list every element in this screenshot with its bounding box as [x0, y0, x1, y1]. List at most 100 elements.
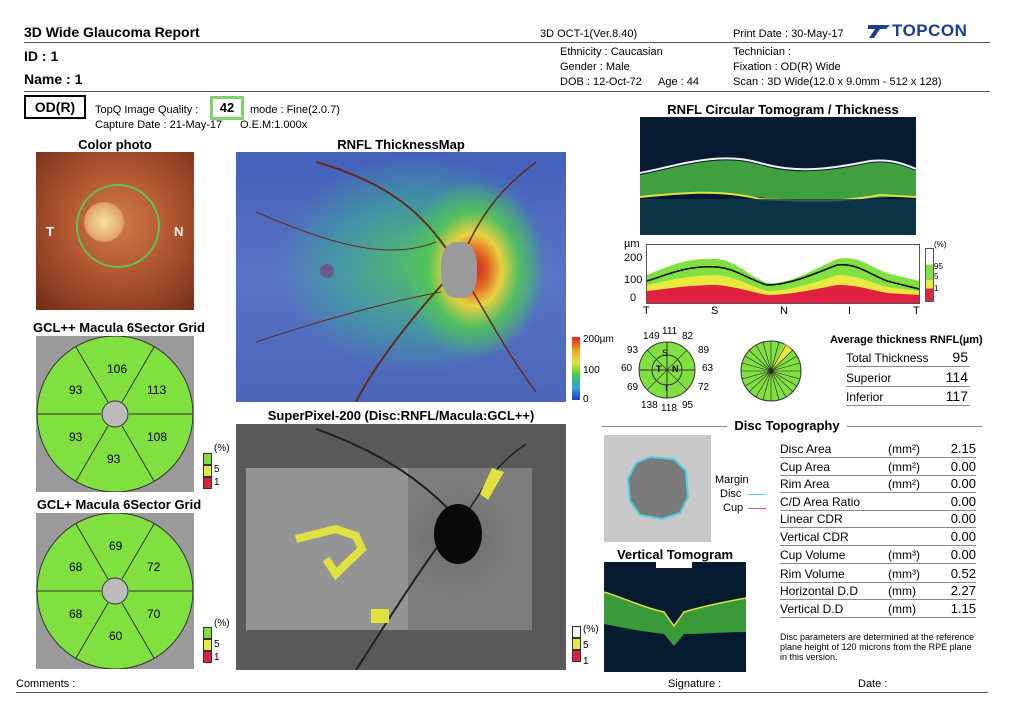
signature-label: Signature : [668, 678, 722, 690]
x-label-s: S [711, 305, 719, 317]
legend-red [203, 477, 212, 489]
clock-value: 72 [698, 382, 710, 393]
thickness-colorbar [572, 337, 580, 400]
gcl-pp-sector-svg [36, 336, 194, 492]
sector-pie [740, 340, 802, 402]
gcl-p-sector-value: 60 [109, 629, 123, 643]
gender: Gender : Male [560, 61, 630, 73]
param-value: 2.15 [950, 441, 976, 456]
gcl-pp-sector-value: 93 [69, 430, 83, 444]
quadrant-i: I [665, 383, 668, 393]
clock-value: 82 [682, 331, 694, 342]
param-label: Cup Volume [780, 548, 846, 562]
rnfl-thickness-map [236, 152, 566, 402]
clock-value: 118 [661, 403, 677, 414]
row-divider [780, 582, 976, 583]
gcl-p-sector-value: 70 [147, 607, 161, 621]
param-label: Disc Area [780, 442, 832, 456]
thickness-profile [646, 244, 920, 304]
color-fundus-photo: T N [36, 152, 194, 310]
topq-label: TopQ Image Quality : [95, 104, 199, 116]
legend-1: 1 [583, 656, 589, 667]
avg-row-label: Total Thickness [846, 351, 929, 365]
fixation: Fixation : OD(R) Wide [733, 61, 841, 73]
param-label: Rim Area [780, 477, 830, 491]
avg-row-value: 95 [952, 349, 968, 365]
cup-legend-label: Cup [723, 502, 744, 514]
clock-hour-chart: S T N I 149 111 82 89 63 72 95 118 138 6… [615, 325, 720, 415]
clock-value: 149 [643, 331, 660, 342]
param-label: C/D Area Ratio [780, 495, 861, 509]
gcl-pp-title: GCL++ Macula 6Sector Grid [33, 320, 205, 335]
avg-row-label: Superior [846, 371, 892, 385]
superpixel-title: SuperPixel-200 (Disc:RNFL/Macula:GCL++) [267, 408, 535, 423]
gcl-pp-sector-value: 93 [107, 452, 121, 466]
thickness-unit: µm [624, 238, 640, 250]
legend-1: 1 [934, 284, 939, 293]
disc-topography-image [604, 435, 711, 542]
patient-id: ID : 1 [24, 48, 59, 64]
age: Age : 44 [658, 76, 699, 88]
legend-green [203, 627, 212, 639]
legend-5: 5 [214, 464, 220, 475]
disc-legend-label: Disc [720, 488, 742, 500]
x-label-t2: T [913, 305, 920, 317]
scale-200: 200µm [583, 334, 614, 345]
param-value: 0.52 [950, 566, 976, 581]
row-divider [780, 475, 976, 476]
gcl-p-sector-value: 68 [69, 607, 83, 621]
param-value: 0.00 [950, 494, 976, 509]
y-tick-200: 200 [624, 252, 643, 264]
param-value: 2.27 [950, 583, 976, 598]
oem-value: O.E.M:1.000x [240, 119, 308, 131]
tomogram-svg [640, 157, 916, 235]
legend-yellow [572, 638, 581, 650]
footer-divider [16, 692, 988, 693]
avg-row-value: 114 [945, 369, 968, 385]
row-divider [780, 617, 976, 618]
temporal-label: T [46, 224, 54, 239]
param-value: 1.15 [950, 601, 976, 616]
disc-legend-line [748, 494, 766, 495]
patient-name: Name : 1 [24, 71, 83, 87]
legend-5: 5 [934, 272, 939, 281]
row-divider [780, 527, 976, 528]
y-tick-100: 100 [624, 274, 643, 286]
comments-label: Comments : [16, 678, 76, 690]
clock-value: 95 [682, 400, 694, 411]
row-divider [780, 457, 976, 458]
legend-pct: (%) [214, 443, 230, 454]
disc-topo-title: Disc Topography [734, 418, 840, 433]
eye-badge: OD(R) [24, 95, 86, 119]
clock-value: 69 [627, 382, 639, 393]
date-label: Date : [858, 678, 888, 690]
disc-outline-svg [626, 455, 690, 521]
legend-yellow [203, 639, 212, 651]
gcl-pp-sector-value: 93 [69, 383, 83, 397]
row-divider [780, 510, 976, 511]
legend-red [572, 650, 581, 662]
param-value: 0.00 [950, 476, 976, 491]
capture-date: Capture Date : 21-May-17 [95, 119, 223, 131]
legend-5: 5 [583, 640, 589, 651]
param-label: Vertical CDR [780, 530, 849, 544]
vessels-svg [255, 161, 537, 402]
gcl-p-sector-svg [36, 513, 194, 669]
legend-pct: (%) [934, 240, 947, 249]
device-version: 3D OCT-1(Ver.8.40) [540, 28, 638, 40]
vertical-tomo-svg [604, 562, 746, 646]
superpixel-map [236, 424, 566, 670]
row-divider [780, 599, 976, 600]
sector-pie-svg [740, 340, 802, 402]
quadrant-n: N [672, 364, 679, 374]
print-date: Print Date : 30-May-17 [733, 28, 844, 40]
row-divider [846, 366, 970, 367]
dob: DOB : 12-Oct-72 [560, 76, 642, 88]
scan-mode: mode : Fine(2.0.7) [250, 104, 340, 116]
legend-green [203, 453, 212, 465]
legend-pct: (%) [214, 618, 230, 629]
param-unit: (mm³) [888, 548, 920, 562]
section-rule-left [602, 426, 727, 427]
quadrant-s: S [662, 348, 669, 358]
legend-yellow [203, 465, 212, 477]
